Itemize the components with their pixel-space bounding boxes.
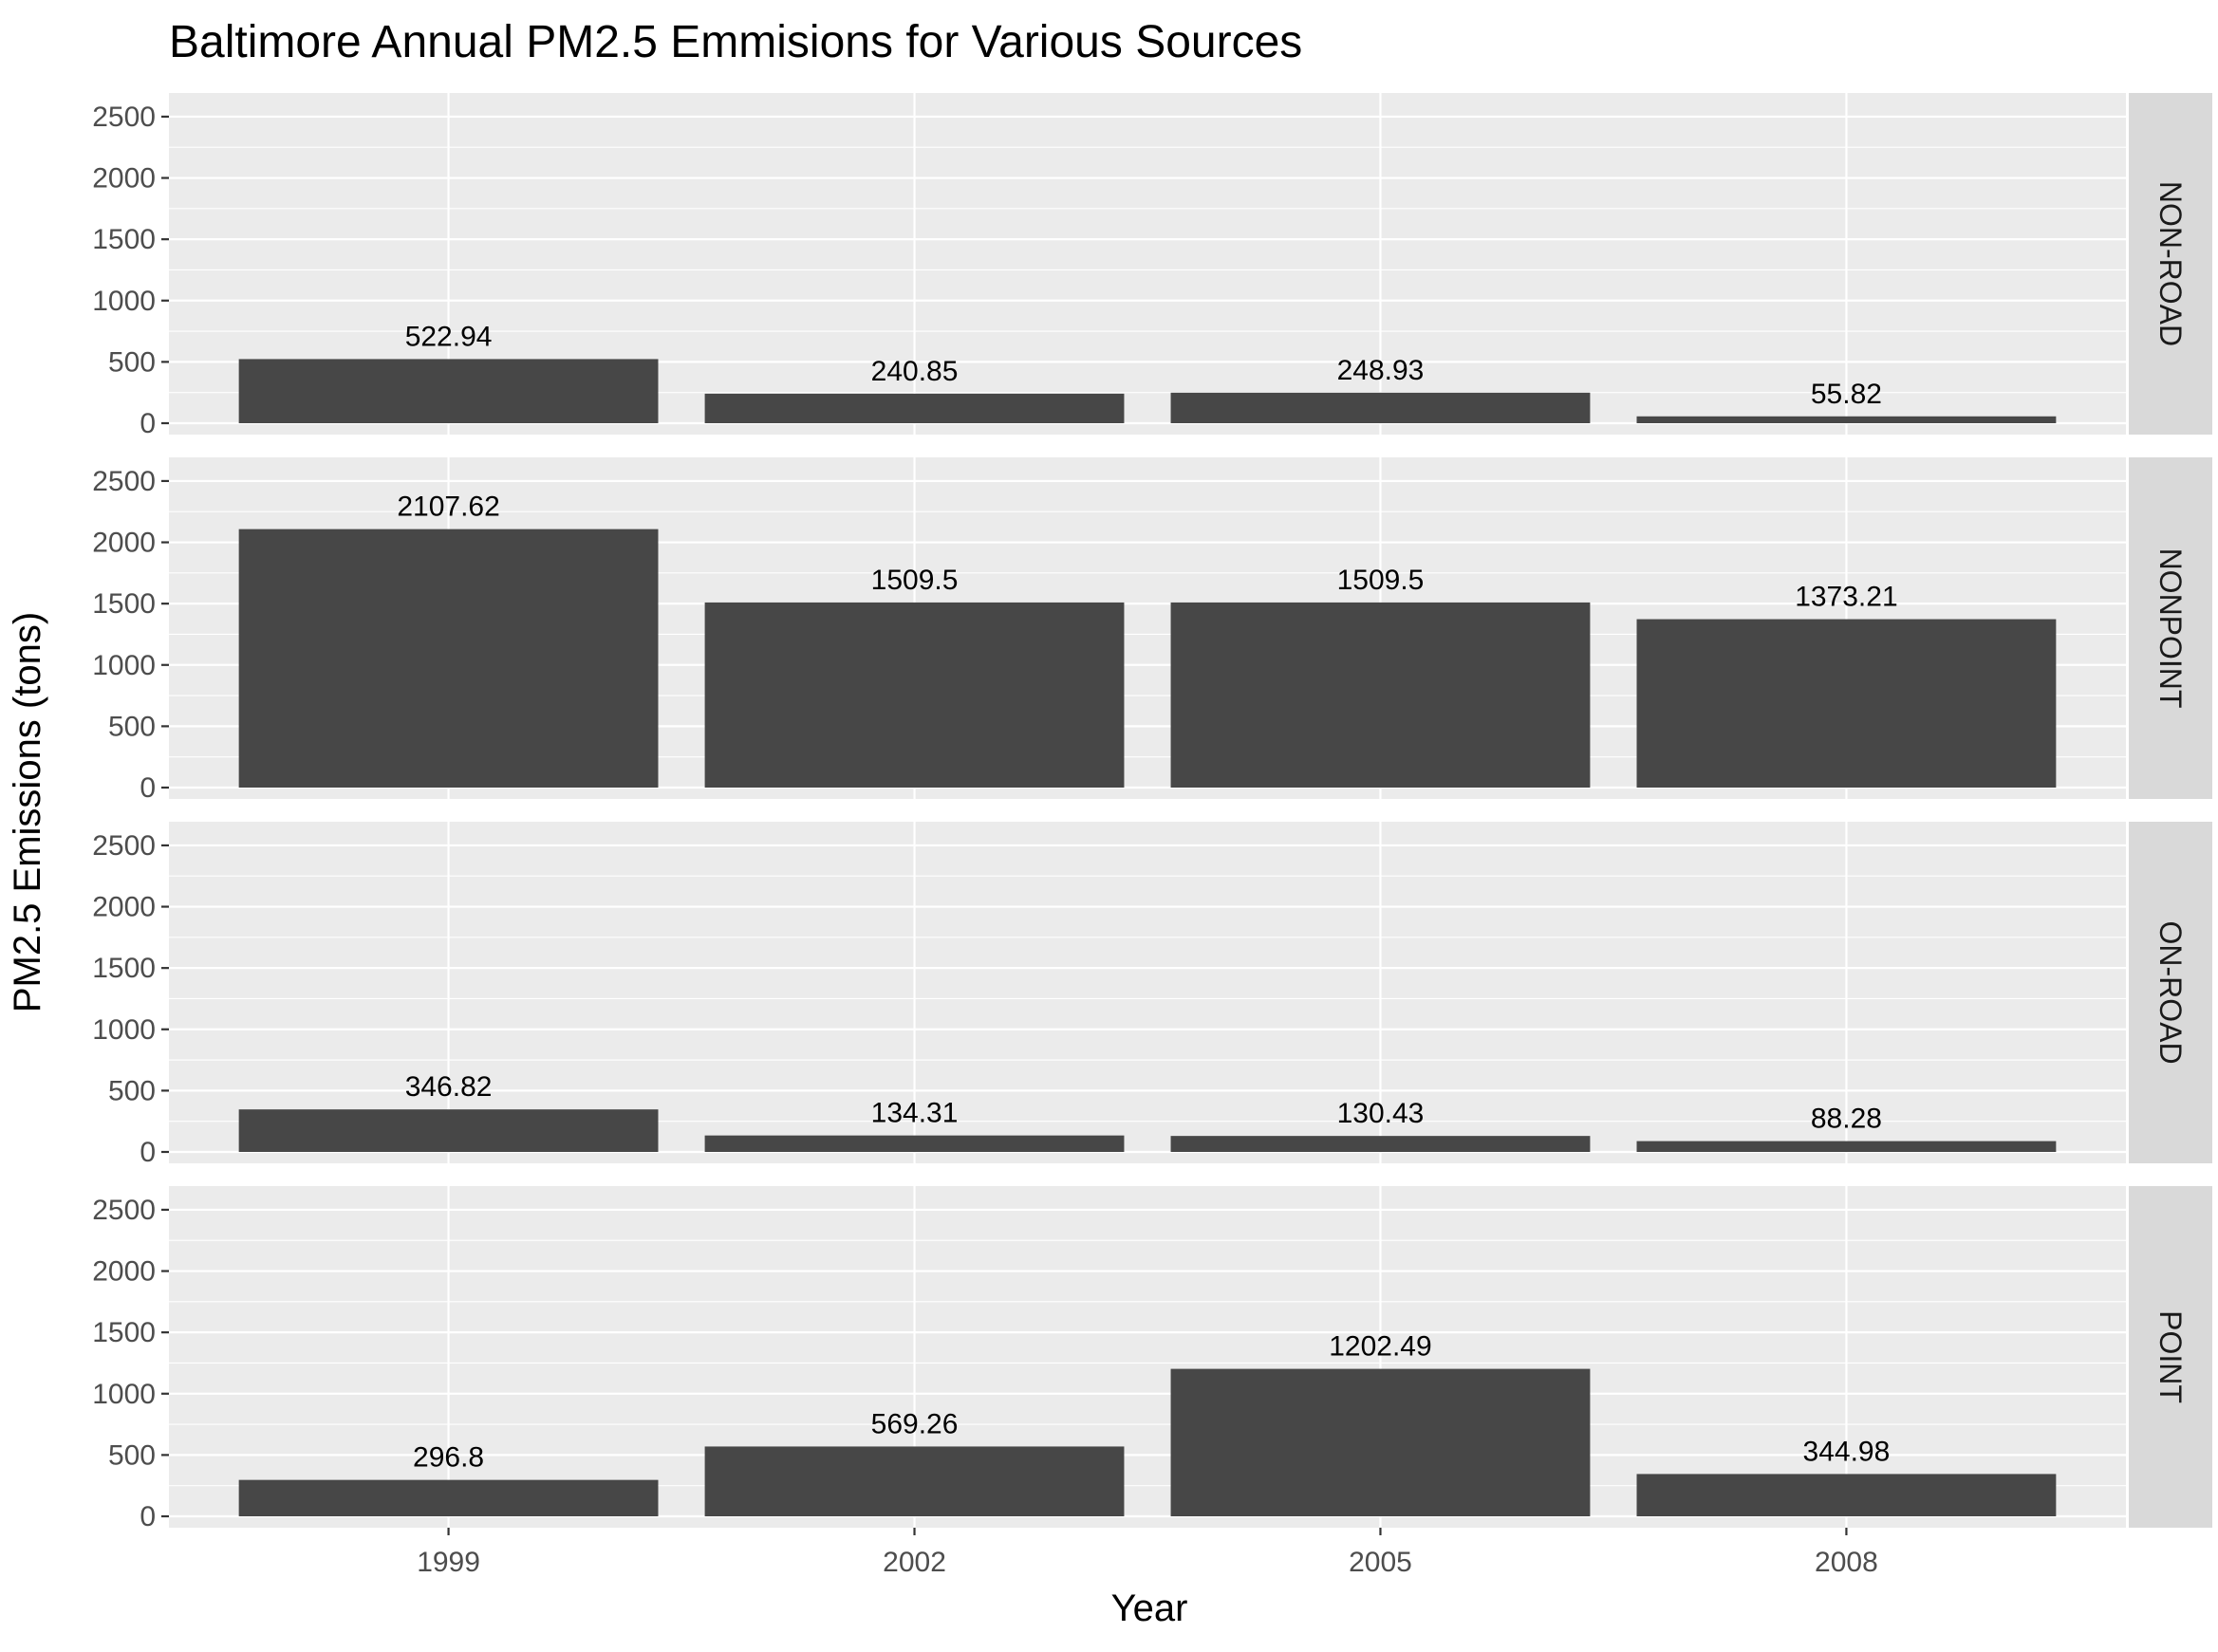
facet-panel-nonpoint: 0 500 1000 1500 2000 2500 2107.62 1509.5 1509.5 1… bbox=[92, 457, 2212, 804]
y-axis-title: PM2.5 Emissions (tons) bbox=[7, 612, 48, 1012]
y-tick-label: 1500 bbox=[92, 1317, 156, 1348]
data-label: 248.93 bbox=[1337, 355, 1425, 386]
bar-on-road-2008 bbox=[1636, 1141, 2057, 1152]
data-label: 1509.5 bbox=[871, 565, 959, 596]
bar-point-2005 bbox=[1170, 1368, 1591, 1516]
data-label: 2107.62 bbox=[397, 492, 499, 523]
facet-panel-point: 0 500 1000 1500 2000 2500 296.8 569.26 1202.49 34… bbox=[92, 1186, 2212, 1532]
data-label: 569.26 bbox=[871, 1408, 959, 1439]
facet-panel-on-road: 0 500 1000 1500 2000 2500 346.82 134.31 130.43 88… bbox=[92, 822, 2212, 1168]
bar-on-road-2002 bbox=[704, 1135, 1125, 1152]
y-tick-label: 0 bbox=[140, 1137, 156, 1168]
data-label: 522.94 bbox=[405, 321, 493, 352]
y-tick-label: 2000 bbox=[92, 892, 156, 923]
bar-point-1999 bbox=[238, 1479, 659, 1516]
facet-panels: 0 500 1000 1500 2000 2500 522.94 240.85 248.93 55… bbox=[92, 93, 2212, 1532]
bar-nonpoint-2002 bbox=[704, 602, 1125, 788]
data-label: 296.8 bbox=[413, 1442, 484, 1474]
y-tick-label: 500 bbox=[108, 711, 156, 742]
data-label: 134.31 bbox=[871, 1098, 959, 1129]
y-tick-label: 500 bbox=[108, 346, 156, 378]
y-tick-label: 1500 bbox=[92, 224, 156, 255]
data-label: 346.82 bbox=[405, 1071, 493, 1103]
bar-non-road-2008 bbox=[1636, 416, 2057, 423]
facet-strip-label: ON-ROAD bbox=[2153, 920, 2188, 1064]
y-tick-label: 1500 bbox=[92, 588, 156, 620]
y-tick-label: 1000 bbox=[92, 286, 156, 317]
panel-background bbox=[169, 822, 2126, 1163]
facet-strip bbox=[2129, 457, 2212, 799]
bar-nonpoint-2008 bbox=[1636, 619, 2057, 788]
facet-strip-label: NONPOINT bbox=[2153, 548, 2188, 709]
y-tick-label: 1000 bbox=[92, 650, 156, 681]
facet-strip bbox=[2129, 1186, 2212, 1528]
x-tick-label: 2005 bbox=[1349, 1547, 1412, 1578]
bar-point-2002 bbox=[704, 1446, 1125, 1516]
data-label: 55.82 bbox=[1811, 379, 1882, 410]
data-label: 1373.21 bbox=[1795, 582, 1897, 613]
bar-non-road-2002 bbox=[704, 393, 1125, 423]
x-tick-label: 2008 bbox=[1815, 1547, 1878, 1578]
facet-strip-label: POINT bbox=[2153, 1310, 2188, 1403]
x-tick-label: 1999 bbox=[417, 1547, 480, 1578]
y-tick-label: 2000 bbox=[92, 163, 156, 195]
data-label: 88.28 bbox=[1811, 1104, 1882, 1135]
bar-on-road-1999 bbox=[238, 1109, 659, 1152]
y-tick-label: 1000 bbox=[92, 1379, 156, 1410]
bar-nonpoint-2005 bbox=[1170, 602, 1591, 788]
data-label: 130.43 bbox=[1337, 1098, 1425, 1129]
y-tick-label: 1500 bbox=[92, 953, 156, 984]
bar-point-2008 bbox=[1636, 1474, 2057, 1516]
chart-title: Baltimore Annual PM2.5 Emmisions for Var… bbox=[169, 17, 1302, 67]
data-label: 1202.49 bbox=[1329, 1331, 1431, 1363]
bar-nonpoint-1999 bbox=[238, 529, 659, 788]
y-tick-label: 2000 bbox=[92, 1256, 156, 1288]
data-label: 240.85 bbox=[871, 356, 959, 387]
facet-strip bbox=[2129, 822, 2212, 1163]
y-tick-label: 2500 bbox=[92, 102, 156, 133]
x-axis: 1999 2002 2005 2008 bbox=[417, 1528, 1878, 1578]
y-tick-label: 500 bbox=[108, 1439, 156, 1471]
x-axis-title: Year bbox=[1111, 1587, 1188, 1629]
y-tick-label: 0 bbox=[140, 1501, 156, 1532]
bar-non-road-2005 bbox=[1170, 392, 1591, 423]
facet-panel-non-road: 0 500 1000 1500 2000 2500 522.94 240.85 248.93 55… bbox=[92, 93, 2212, 439]
y-tick-label: 0 bbox=[140, 772, 156, 804]
x-tick-label: 2002 bbox=[883, 1547, 946, 1578]
y-tick-label: 1000 bbox=[92, 1014, 156, 1046]
y-tick-label: 2500 bbox=[92, 830, 156, 862]
y-tick-label: 500 bbox=[108, 1075, 156, 1106]
data-label: 1509.5 bbox=[1337, 565, 1425, 596]
facet-strip-label: NON-ROAD bbox=[2153, 181, 2188, 346]
y-tick-label: 2500 bbox=[92, 1195, 156, 1226]
y-tick-label: 2000 bbox=[92, 528, 156, 559]
data-label: 344.98 bbox=[1803, 1436, 1891, 1467]
panel-background bbox=[169, 1186, 2126, 1528]
y-tick-label: 0 bbox=[140, 408, 156, 439]
bar-non-road-1999 bbox=[238, 359, 659, 423]
y-tick-label: 2500 bbox=[92, 466, 156, 497]
facet-strip bbox=[2129, 93, 2212, 435]
bar-on-road-2005 bbox=[1170, 1136, 1591, 1152]
